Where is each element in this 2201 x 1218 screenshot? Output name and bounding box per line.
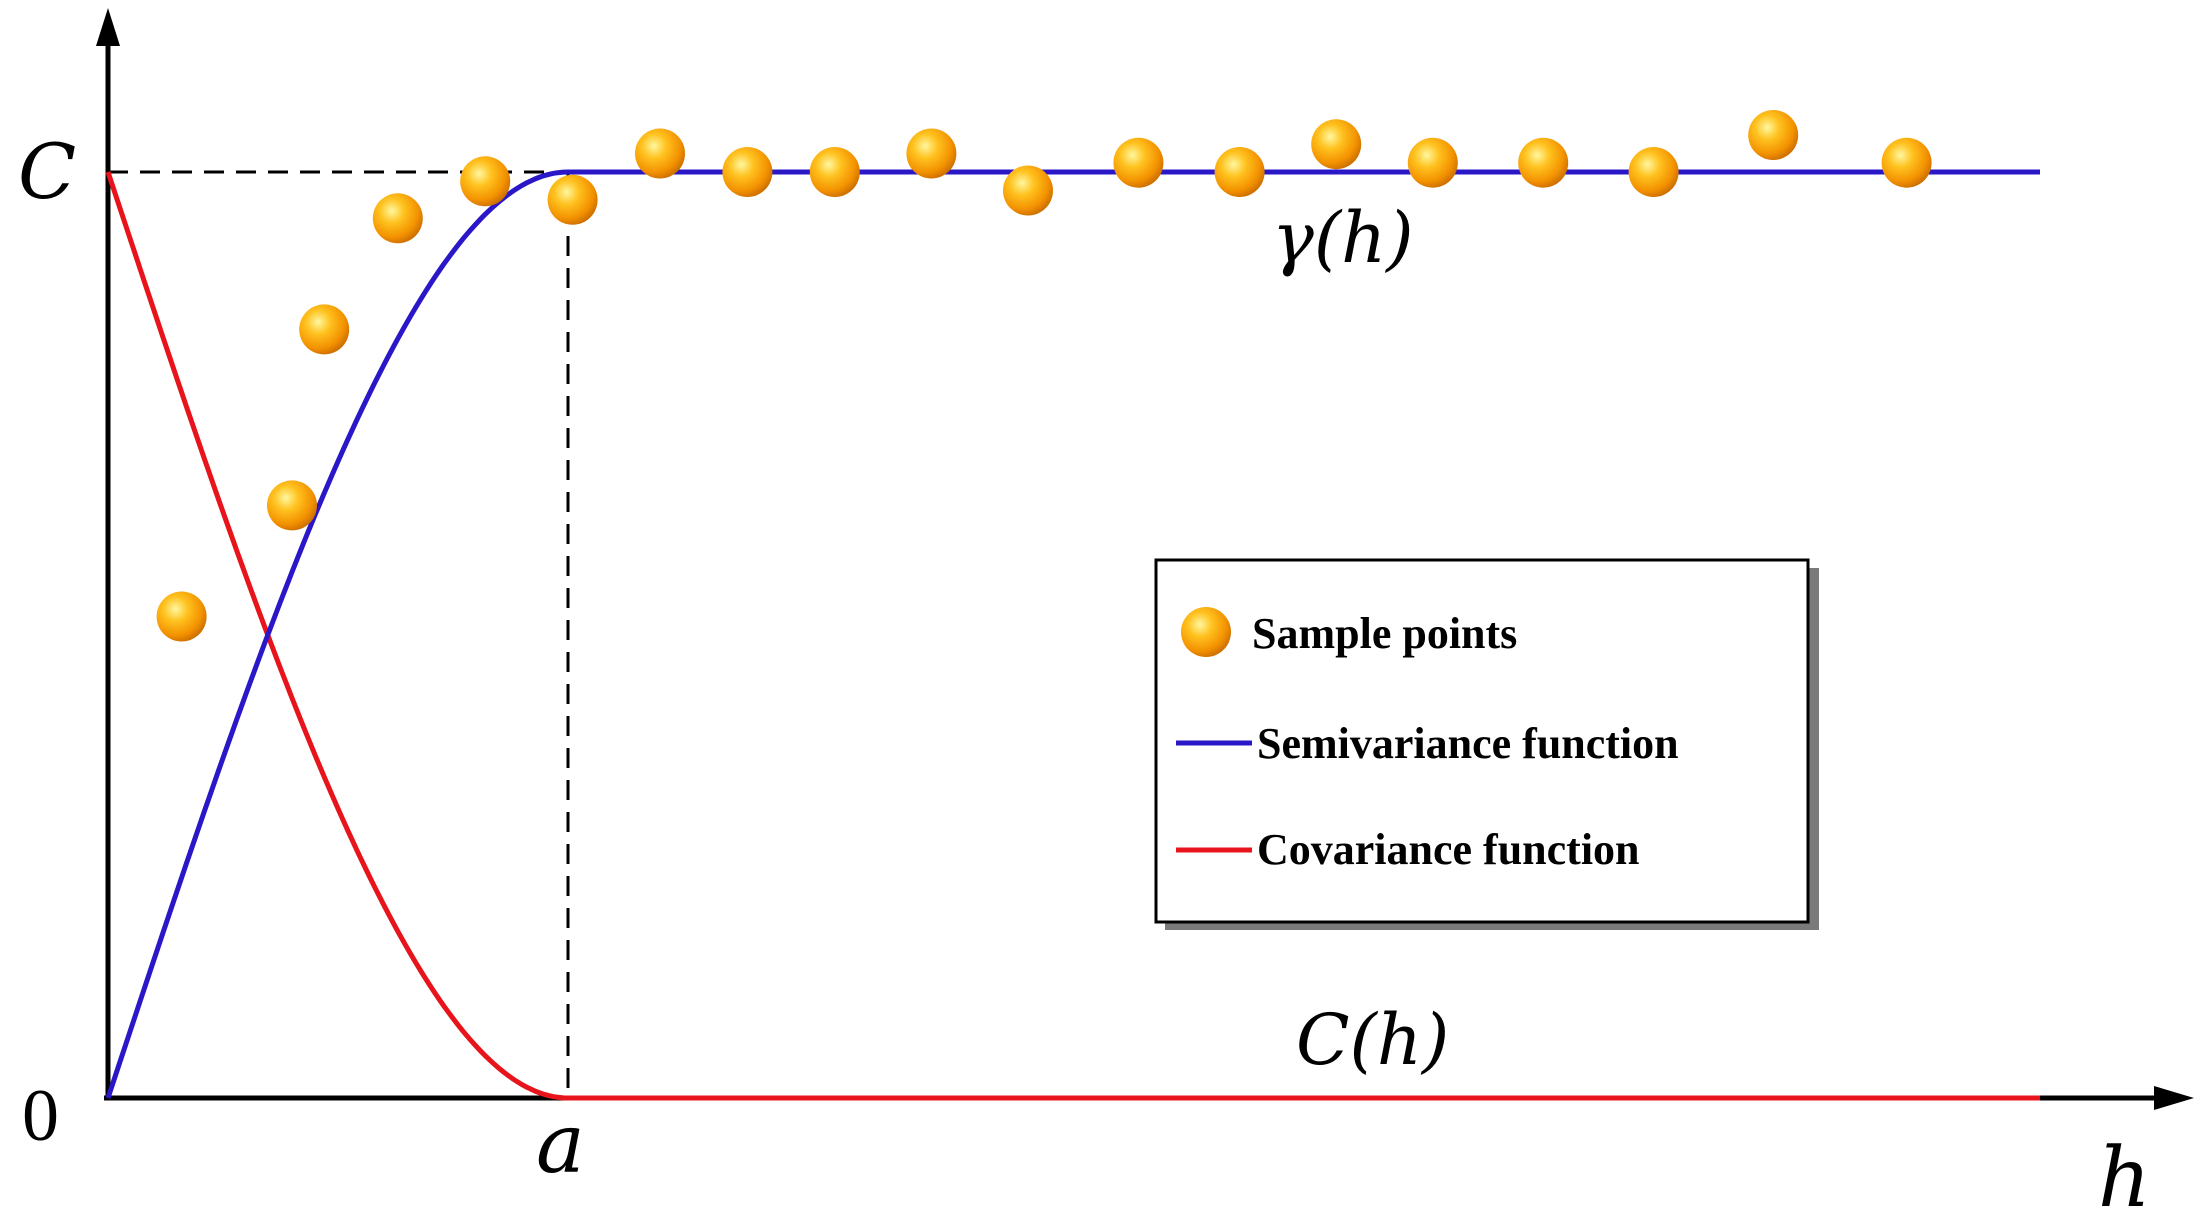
legend-item-sample-points: Sample points (1181, 607, 1517, 658)
origin-label: 0 (22, 1075, 59, 1157)
legend-item-covariance: Covariance function (1176, 825, 1640, 874)
semivariance-curve-label: γ(h) (1272, 197, 1414, 279)
sample-point (1881, 137, 1932, 188)
sample-point (1407, 137, 1458, 188)
range-label: a (536, 1097, 585, 1192)
sample-point (267, 480, 317, 531)
sample-point (547, 174, 598, 225)
sample-point (1214, 147, 1265, 197)
sample-point (635, 128, 685, 179)
sample-point (809, 147, 860, 197)
sample-points (156, 110, 1932, 642)
covariance-curve-label: C(h) (1296, 999, 1449, 1081)
sample-point (460, 156, 511, 207)
covariance-curve (105, 171, 2040, 1101)
sample-point (1311, 119, 1362, 170)
legend-label: Semivariance function (1257, 719, 1679, 768)
y-max-label: C (18, 127, 76, 216)
legend-label: Sample points (1252, 609, 1517, 658)
legend: Sample points Semivariance function Cova… (1154, 558, 1819, 930)
sample-point-marker-icon (1181, 607, 1231, 657)
x-axis-arrow-icon (2154, 1086, 2194, 1110)
sample-point (1628, 147, 1679, 197)
sample-point (1003, 165, 1053, 216)
semivariance-curve (105, 169, 2040, 1099)
legend-box (1154, 558, 1810, 924)
sample-point (156, 591, 207, 642)
legend-item-semivariance: Semivariance function (1176, 719, 1679, 768)
sample-point (1113, 137, 1164, 188)
y-axis-arrow-icon (96, 8, 120, 46)
x-axis-label: h (2098, 1131, 2151, 1218)
legend-label: Covariance function (1257, 825, 1640, 874)
sample-point (372, 193, 423, 244)
guide-lines (108, 170, 570, 1098)
sample-point (1518, 137, 1569, 188)
sample-point (906, 128, 957, 179)
sample-point (299, 304, 350, 355)
sample-point (722, 147, 773, 197)
sample-point (1748, 110, 1799, 160)
